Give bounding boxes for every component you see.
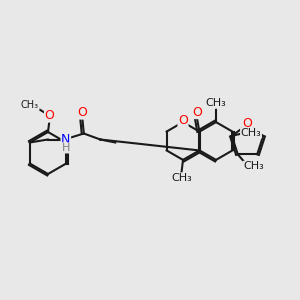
Text: H: H xyxy=(61,143,70,153)
Text: CH₃: CH₃ xyxy=(206,98,226,108)
Text: CH₃: CH₃ xyxy=(21,100,39,110)
Text: CH₃: CH₃ xyxy=(243,161,264,171)
Text: O: O xyxy=(178,114,188,127)
Text: CH₃: CH₃ xyxy=(171,173,192,183)
Text: O: O xyxy=(77,106,87,119)
Text: O: O xyxy=(45,109,54,122)
Text: O: O xyxy=(243,116,252,130)
Text: N: N xyxy=(61,133,70,146)
Text: O: O xyxy=(192,106,202,118)
Text: CH₃: CH₃ xyxy=(241,128,261,138)
